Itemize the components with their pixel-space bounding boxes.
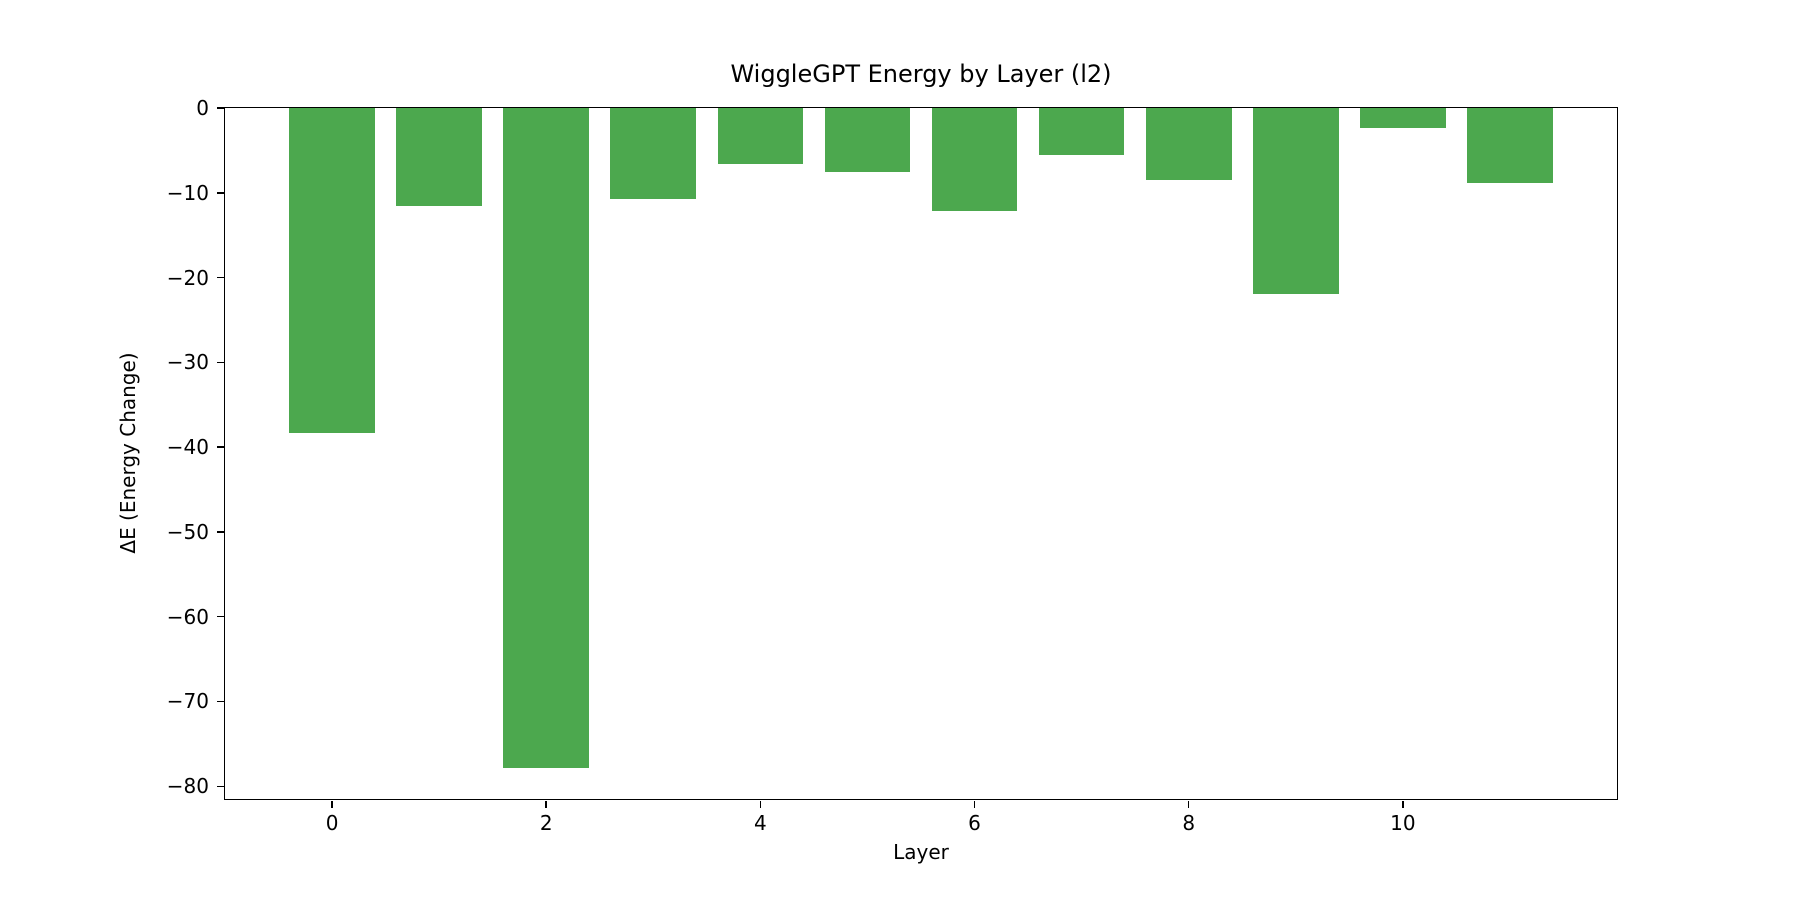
bar-layer-2 (503, 108, 590, 768)
y-tick-mark (216, 785, 224, 788)
y-tick-label: −70 (166, 689, 209, 714)
x-axis-label: Layer (893, 840, 949, 864)
y-tick-label: −50 (166, 519, 209, 544)
x-tick-mark (973, 800, 976, 808)
chart-title: WiggleGPT Energy by Layer (l2) (730, 60, 1112, 88)
y-tick-mark (216, 107, 224, 109)
bar-layer-3 (610, 108, 697, 199)
bar-layer-6 (931, 108, 1018, 212)
bar-layer-10 (1360, 108, 1446, 129)
x-tick-label: 6 (968, 811, 981, 835)
plot-area: 0 −10 −20 −30 −40 −50 −60 −70 −80 0 2 4 6 8 10 (167, 96, 1618, 835)
y-tick-mark (216, 700, 224, 703)
x-tick-mark (545, 800, 547, 808)
y-tick-label: −20 (166, 265, 209, 290)
y-tick-mark (216, 615, 224, 618)
bar-layer-8 (1145, 108, 1232, 181)
y-tick-label: −10 (166, 180, 209, 205)
x-tick-mark (331, 800, 333, 808)
y-tick-label: −80 (166, 774, 209, 799)
y-tick-mark (216, 531, 224, 533)
y-tick-label: −60 (166, 604, 209, 629)
y-tick-label: −40 (166, 435, 209, 460)
y-tick-mark (216, 361, 224, 364)
x-tick-mark (1187, 800, 1190, 808)
x-tick-mark (1402, 800, 1404, 808)
bar-layer-11 (1467, 108, 1553, 184)
bar-layer-9 (1252, 108, 1339, 294)
y-tick-label: 0 (196, 96, 209, 120)
x-tick-label: 8 (1182, 811, 1196, 835)
bar-layer-7 (1038, 108, 1125, 155)
y-axis-label: ΔE (Energy Change) (116, 352, 140, 554)
bar-layer-5 (824, 108, 911, 172)
y-tick-mark (216, 276, 224, 279)
y-tick-mark (216, 446, 224, 448)
y-tick-label: −30 (166, 350, 209, 375)
y-tick-mark (216, 192, 224, 194)
x-tick-label: 0 (325, 811, 339, 835)
x-tick-label: 2 (539, 811, 553, 835)
bar-layer-0 (289, 108, 375, 433)
x-tick-mark (759, 800, 762, 808)
x-tick-label: 4 (754, 811, 767, 835)
x-tick-label: 10 (1390, 811, 1416, 835)
bar-layer-4 (717, 108, 804, 164)
bar-layer-1 (396, 108, 482, 206)
